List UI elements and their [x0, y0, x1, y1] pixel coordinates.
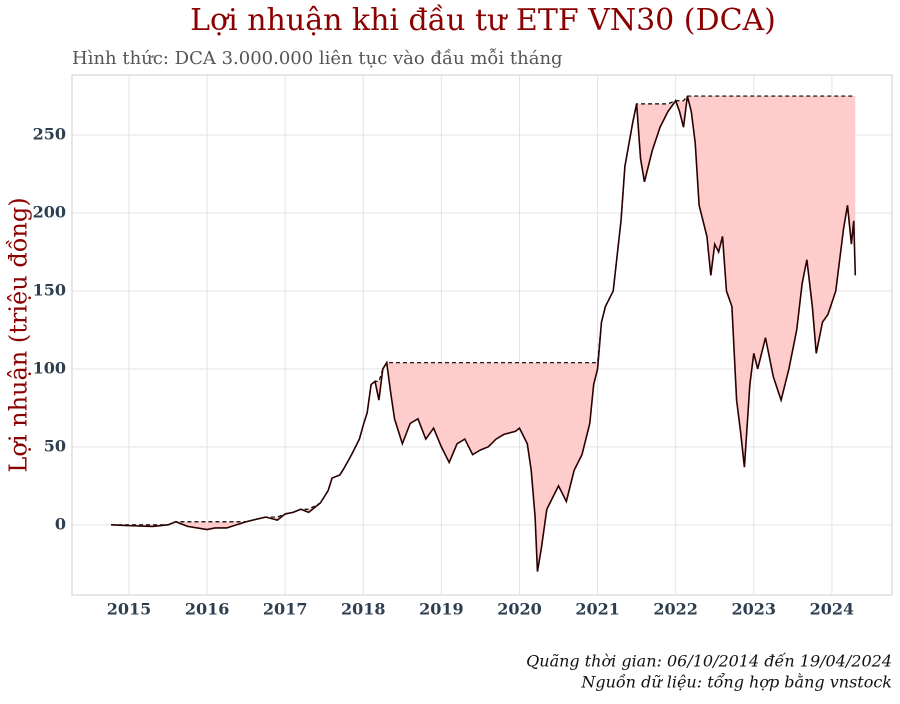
chart-title: Lợi nhuận khi đầu tư ETF VN30 (DCA) [190, 3, 776, 38]
x-tick-label: 2019 [419, 600, 464, 619]
x-tick-label: 2020 [497, 600, 542, 619]
drawdown-area [111, 96, 856, 572]
x-tick-label: 2016 [185, 600, 230, 619]
x-tick-label: 2015 [107, 600, 152, 619]
caption: Nguồn dữ liệu: tổng hợp bằng vnstock [580, 673, 892, 692]
x-tick-label: 2018 [341, 600, 386, 619]
y-tick-label: 200 [33, 202, 66, 221]
y-axis-label: Lợi nhuận (triệu đồng) [5, 197, 33, 472]
plot-frame [71, 74, 893, 596]
y-tick-label: 150 [33, 280, 66, 299]
y-tick-label: 250 [33, 125, 66, 144]
y-tick-label: 0 [55, 514, 66, 533]
x-tick-label: 2022 [653, 600, 698, 619]
x-tick-label: 2021 [575, 600, 620, 619]
y-tick-label: 50 [44, 436, 66, 455]
x-tick-label: 2017 [263, 600, 308, 619]
x-tick-label: 2023 [732, 600, 777, 619]
caption: Quãng thời gian: 06/10/2014 đến 19/04/20… [526, 652, 892, 671]
x-tick-label: 2024 [810, 600, 855, 619]
chart-subtitle: Hình thức: DCA 3.000.000 liên tục vào đầ… [72, 47, 563, 69]
line [111, 95, 857, 572]
y-tick-label: 100 [33, 358, 66, 377]
